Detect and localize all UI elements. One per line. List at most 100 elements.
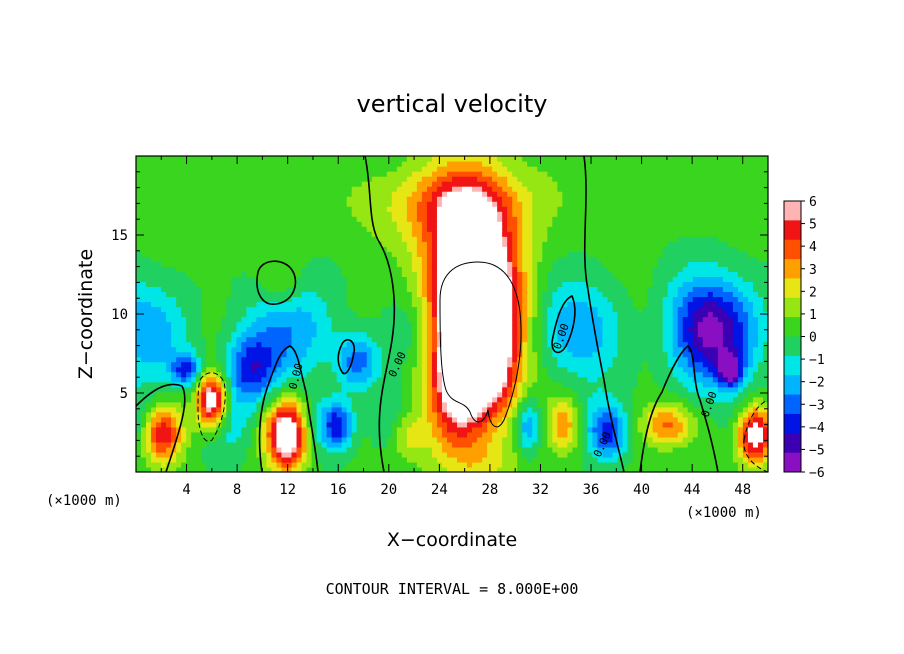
heatmap-cell <box>356 411 363 418</box>
heatmap-cell <box>371 301 378 308</box>
heatmap-cell <box>472 331 478 338</box>
heatmap-cell <box>707 296 714 303</box>
heatmap-cell <box>592 376 599 383</box>
heatmap-cell <box>697 371 704 378</box>
heatmap-cell <box>762 316 768 323</box>
heatmap-cell <box>617 376 624 383</box>
heatmap-cell <box>316 411 323 418</box>
heatmap-cell <box>737 391 744 398</box>
heatmap-cell <box>707 446 714 453</box>
heatmap-cell <box>351 301 358 308</box>
heatmap-cell <box>552 456 558 463</box>
heatmap-cell <box>692 411 699 418</box>
heatmap-cell <box>607 356 614 363</box>
heatmap-cell <box>171 301 177 308</box>
heatmap-cell <box>452 356 458 363</box>
heatmap-cell <box>256 456 262 463</box>
heatmap-cell <box>652 276 659 282</box>
heatmap-cell <box>281 371 288 378</box>
heatmap-cell <box>662 421 669 428</box>
heatmap-cell <box>472 466 478 472</box>
heatmap-cell <box>737 351 744 358</box>
heatmap-cell <box>692 351 699 358</box>
heatmap-cell <box>612 341 619 348</box>
heatmap-cell <box>507 431 513 438</box>
heatmap-cell <box>301 286 308 293</box>
heatmap-cell <box>426 281 433 288</box>
heatmap-cell <box>712 321 719 328</box>
heatmap-cell <box>171 376 177 383</box>
heatmap-cell <box>411 381 418 388</box>
heatmap-cell <box>457 426 463 433</box>
heatmap-cell <box>452 436 458 443</box>
heatmap-cell <box>221 421 227 428</box>
heatmap-cell <box>226 366 232 373</box>
heatmap-cell <box>477 296 483 303</box>
heatmap-cell <box>181 326 187 333</box>
heatmap-cell <box>181 456 187 463</box>
heatmap-cell <box>642 351 649 358</box>
heatmap-cell <box>697 316 704 323</box>
heatmap-cell <box>286 291 293 298</box>
heatmap-cell <box>171 321 177 328</box>
heatmap-cell <box>672 351 679 358</box>
heatmap-cell <box>226 406 232 413</box>
heatmap-cell <box>231 311 237 318</box>
heatmap-cell <box>512 366 518 373</box>
heatmap-cell <box>692 446 699 453</box>
heatmap-cell <box>426 406 433 413</box>
heatmap-cell <box>256 346 262 353</box>
heatmap-cell <box>587 326 594 333</box>
heatmap-cell <box>361 436 368 443</box>
heatmap-cell <box>532 321 538 328</box>
heatmap-cell <box>747 441 754 448</box>
heatmap-cell <box>236 341 242 348</box>
heatmap-cell <box>732 276 739 282</box>
heatmap-cell <box>426 381 433 388</box>
heatmap-cell <box>462 316 468 323</box>
heatmap-cell <box>477 436 483 443</box>
heatmap-cell <box>361 281 368 288</box>
heatmap-cell <box>672 451 679 458</box>
heatmap-cell <box>211 436 217 443</box>
heatmap-cell <box>557 426 563 433</box>
heatmap-cell <box>221 416 227 423</box>
heatmap-cell <box>627 436 634 443</box>
heatmap-cell <box>602 336 609 343</box>
heatmap-cell <box>487 276 493 282</box>
heatmap-cell <box>582 406 589 413</box>
heatmap-cell <box>682 351 689 358</box>
heatmap-cell <box>296 451 303 458</box>
heatmap-cell <box>336 401 343 408</box>
heatmap-cell <box>567 301 573 308</box>
heatmap-cell <box>712 396 719 403</box>
heatmap-cell <box>186 296 192 303</box>
heatmap-cell <box>141 461 147 468</box>
heatmap-cell <box>171 386 177 393</box>
heatmap-cell <box>351 461 358 468</box>
heatmap-cell <box>301 411 308 418</box>
heatmap-cell <box>431 416 438 423</box>
heatmap-cell <box>146 436 152 443</box>
heatmap-cell <box>191 396 197 403</box>
heatmap-cell <box>266 321 273 328</box>
heatmap-cell <box>707 416 714 423</box>
heatmap-cell <box>517 291 523 298</box>
heatmap-cell <box>667 431 674 438</box>
heatmap-cell <box>336 281 343 288</box>
heatmap-cell <box>436 411 443 418</box>
heatmap-cell <box>672 396 679 403</box>
heatmap-cell <box>301 421 308 428</box>
heatmap-cell <box>211 376 217 383</box>
heatmap-cell <box>717 441 724 448</box>
heatmap-cell <box>562 376 568 383</box>
heatmap-cell <box>391 466 398 472</box>
heatmap-cell <box>211 401 217 408</box>
heatmap-cell <box>707 376 714 383</box>
heatmap-cell <box>431 321 438 328</box>
heatmap-cell <box>452 411 458 418</box>
heatmap-cell <box>316 366 323 373</box>
heatmap-cell <box>602 451 609 458</box>
heatmap-cell <box>326 296 333 303</box>
heatmap-cell <box>647 286 654 293</box>
